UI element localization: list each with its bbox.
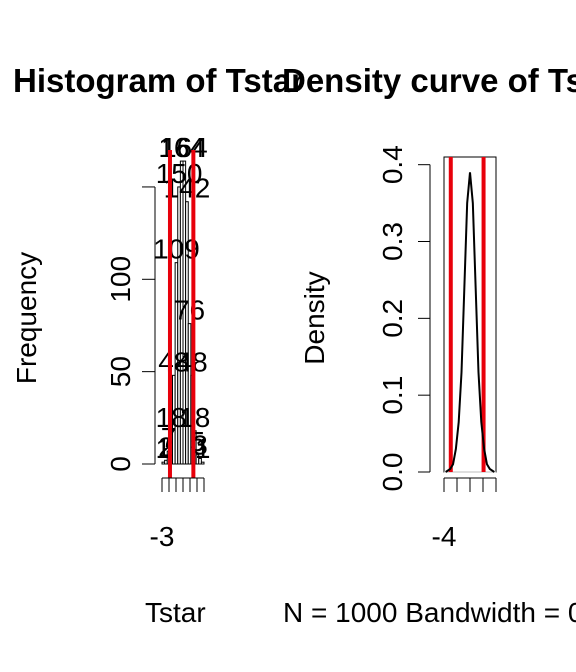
density-critical-lines <box>448 157 486 472</box>
histogram-y-tick-label: 50 <box>105 356 136 387</box>
histogram-bar-label: 164 <box>158 132 205 163</box>
histogram-y-tick-label: 0 <box>105 456 136 472</box>
density-y-tick-label: 0.3 <box>377 222 408 261</box>
histogram-title: Histogram of Tstar <box>13 62 304 99</box>
density-panel: Density 0.0 0.1 0.2 0.3 0.4 -4 N = 1000 Band… <box>283 145 576 628</box>
histogram-bar <box>200 461 205 465</box>
histogram-bar-label: 76 <box>174 295 205 326</box>
density-y-axis: 0.0 0.1 0.2 0.3 0.4 <box>377 145 431 492</box>
histogram-bar-label: 1 <box>156 433 172 464</box>
histogram-x-axis-title: Tstar <box>145 597 206 628</box>
density-x-axis: -4 <box>432 477 497 552</box>
density-y-tick-label: 0.0 <box>377 453 408 492</box>
density-y-tick-label: 0.1 <box>377 376 408 415</box>
density-y-tick-label: 0.4 <box>377 145 408 184</box>
histogram-bar-label: 48 <box>158 346 189 377</box>
histogram-bar <box>198 457 202 465</box>
histogram-bar-label: 164 <box>161 132 208 163</box>
density-title: Density curve of Tstar <box>282 62 576 99</box>
histogram-y-tick-label: 100 <box>105 256 136 303</box>
histogram-bar-label: 1 <box>195 433 211 464</box>
histogram-y-axis: 0 50 100 <box>105 186 156 472</box>
histogram-x-axis: -3 <box>150 477 205 552</box>
histogram-bar-label: 3 <box>192 429 208 460</box>
density-y-axis-title: Density <box>299 271 330 364</box>
density-x-tick-label: -4 <box>432 521 457 552</box>
histogram-critical-lines <box>167 150 196 478</box>
histogram-bar-labels: 1271848109150164164142764818531 <box>153 132 210 464</box>
density-y-tick-label: 0.2 <box>377 299 408 338</box>
histogram-y-axis-title: Frequency <box>11 252 42 384</box>
density-curve <box>445 172 495 473</box>
density-x-axis-title: N = 1000 Bandwidth = 0.2 <box>283 597 576 628</box>
histogram-x-tick-label: -3 <box>150 521 175 552</box>
